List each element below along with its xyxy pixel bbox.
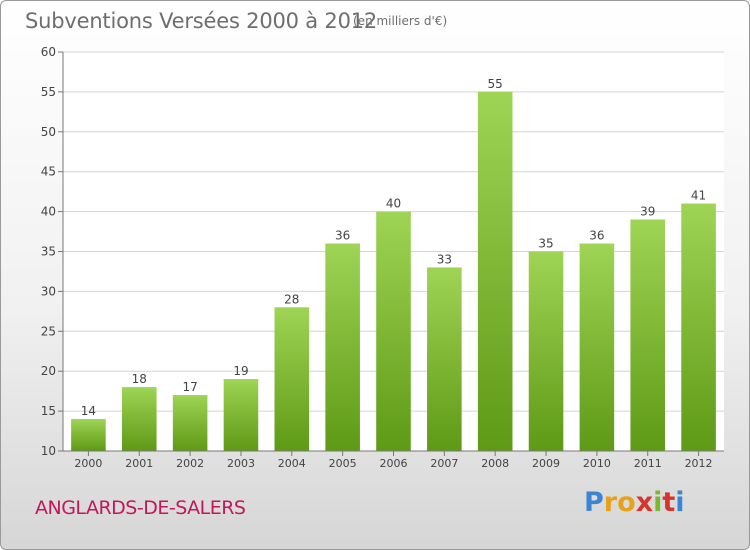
proxiti-logo-letter: x [635,487,654,518]
bar-2010 [579,243,615,451]
y-tick-label: 60 [41,45,56,59]
y-tick-label: 10 [41,444,56,458]
bar-2000 [71,419,106,451]
x-tick-label: 2001 [125,457,153,470]
proxiti-logo-letter: r [603,487,618,518]
proxiti-logo: Proxiti [584,487,685,518]
bar-highlight-2001 [121,387,157,390]
data-label-2006: 40 [386,197,401,211]
x-tick-label: 2000 [74,457,102,470]
bar-2011 [630,219,666,451]
bar-highlight-2007 [427,267,462,270]
x-tick-label: 2002 [176,457,204,470]
y-tick-label: 50 [41,125,56,139]
bars-group: 14 18 17 19 28 36 40 33 55 35 36 39 41 [71,77,716,452]
x-tick-label: 2010 [583,457,611,470]
x-tick-label: 2003 [227,457,255,470]
bar-2001 [121,387,157,451]
bar-2008 [477,91,513,452]
y-axis-ticks: 10 15 20 25 30 35 40 45 50 55 60 [41,45,63,458]
bar-2005 [325,243,360,451]
bar-2012 [681,203,716,451]
bar-highlight-2000 [71,419,106,422]
proxiti-logo-letter: i [653,487,663,518]
proxiti-logo-letter: P [584,487,604,518]
data-label-2005: 36 [335,229,350,243]
bar-highlight-2012 [681,203,716,206]
y-tick-label: 15 [41,404,56,418]
data-label-2003: 19 [233,364,248,378]
data-label-2007: 33 [437,252,452,266]
x-tick-label: 2007 [430,457,458,470]
x-tick-label: 2012 [685,457,713,470]
bar-highlight-2008 [477,91,513,94]
y-tick-label: 25 [41,324,56,338]
data-label-2002: 17 [182,380,197,394]
proxiti-logo-letter: t [662,487,676,518]
bar-highlight-2003 [223,379,259,382]
bar-highlight-2011 [630,219,666,222]
y-tick-label: 30 [41,284,56,298]
y-tick-label: 35 [41,245,56,259]
x-axis-ticks: 2000 2001 2002 2003 2004 2005 2006 2007 2008 2009… [74,451,713,470]
bar-highlight-2004 [274,307,310,310]
bar-2009 [528,251,564,451]
data-label-2004: 28 [284,292,299,306]
y-tick-label: 45 [41,165,56,179]
x-tick-label: 2009 [532,457,560,470]
bar-2002 [172,395,208,451]
data-label-2000: 14 [81,404,96,418]
chart-unit-note: (en milliers d'€) [353,14,448,28]
bar-highlight-2005 [325,243,360,246]
bar-2006 [376,211,411,451]
bar-2004 [274,307,310,451]
y-tick-label: 55 [41,85,56,99]
bar-highlight-2002 [172,395,208,398]
y-tick-label: 20 [41,364,56,378]
bar-2007 [427,267,462,451]
data-label-2012: 41 [691,189,706,203]
x-tick-label: 2011 [634,457,662,470]
x-tick-label: 2006 [380,457,408,470]
bar-2003 [223,379,259,451]
commune-name: ANGLARDS-DE-SALERS [35,497,246,519]
data-label-2008: 55 [488,77,503,91]
x-tick-label: 2005 [329,457,357,470]
x-tick-label: 2004 [278,457,306,470]
data-label-2001: 18 [132,372,147,386]
data-label-2011: 39 [640,205,655,219]
proxiti-logo-letter: i [675,487,685,518]
y-tick-label: 40 [41,205,56,219]
data-label-2009: 35 [538,237,553,251]
chart-title: Subventions Versées 2000 à 2012 [25,9,378,33]
x-tick-label: 2008 [481,457,509,470]
bar-highlight-2009 [528,251,564,254]
proxiti-logo-letter: o [617,487,636,518]
bar-highlight-2006 [376,211,411,214]
data-label-2010: 36 [589,229,604,243]
bar-highlight-2010 [579,243,615,246]
